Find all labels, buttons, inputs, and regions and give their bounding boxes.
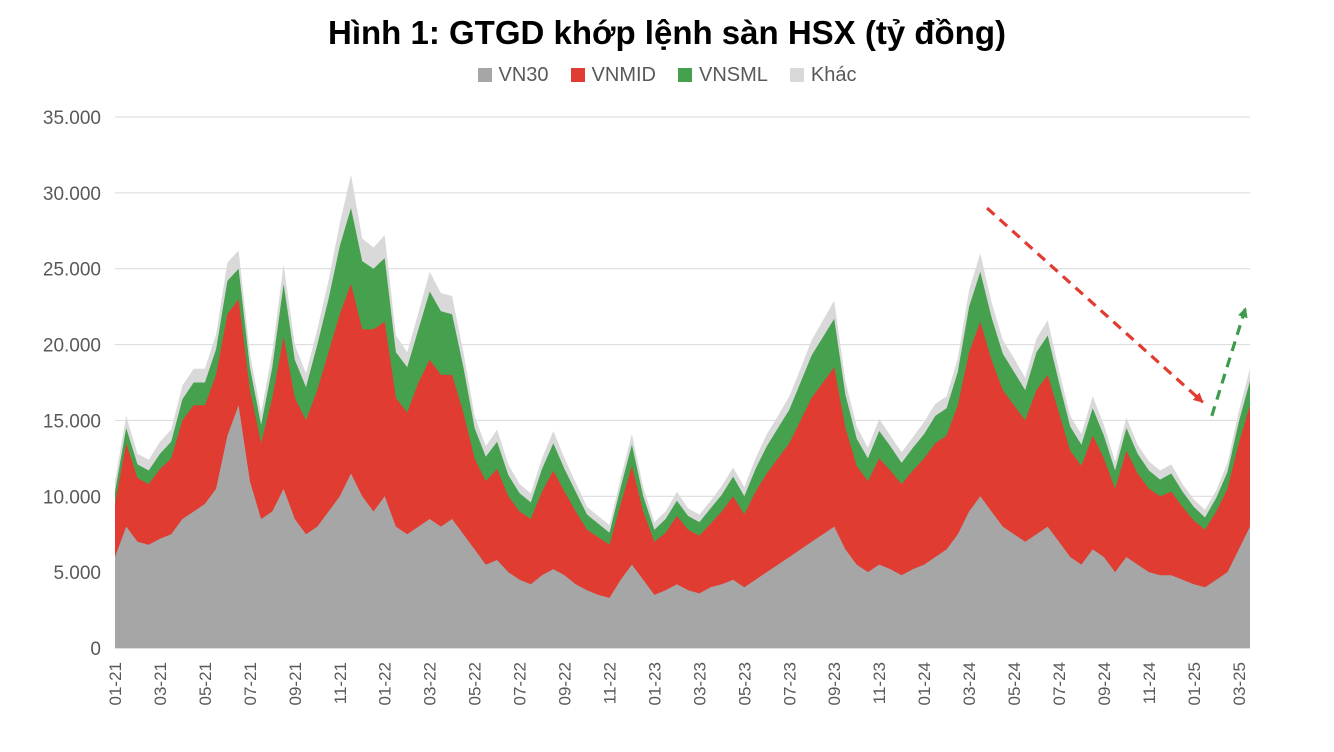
x-axis-tick-label: 11-23: [870, 662, 889, 704]
area-vn30: [115, 405, 1250, 648]
legend-item-vnmid[interactable]: VNMID: [570, 63, 656, 87]
x-axis-tick-label: 09-22: [556, 662, 575, 705]
x-axis-tick-label: 03-22: [421, 662, 440, 705]
x-axis-tick-label: 05-22: [466, 662, 485, 705]
legend-item-khác[interactable]: Khác: [789, 63, 857, 87]
x-axis-tick-label: 01-24: [915, 662, 934, 705]
legend-swatch-icon: [677, 68, 692, 82]
x-axis-tick-label: 05-23: [735, 662, 754, 705]
legend-label: Khác: [810, 63, 857, 86]
downtrend-arrow: [985, 206, 1204, 404]
x-axis-tick-label: 03-21: [151, 662, 170, 705]
legend-label: VNMID: [591, 63, 656, 86]
legend-label: VNSML: [698, 63, 768, 86]
legend-swatch-icon: [477, 68, 492, 82]
legend-item-vn30[interactable]: VN30: [477, 63, 549, 87]
x-axis-tick-label: 05-21: [196, 662, 215, 705]
x-axis-tick-label: 11-22: [600, 662, 619, 704]
x-axis-tick-label: 01-22: [376, 662, 395, 705]
y-axis-tick-label: 10.000: [43, 487, 101, 508]
x-axis-tick-label: 11-21: [331, 662, 350, 704]
x-axis-tick-label: 05-24: [1005, 662, 1024, 705]
chart-title: Hình 1: GTGD khớp lệnh sàn HSX (tỷ đồng): [328, 14, 1006, 51]
x-axis-tick-label: 01-25: [1185, 662, 1204, 705]
x-axis-tick-label: 07-22: [511, 662, 530, 705]
x-axis-tick-label: 07-23: [780, 662, 799, 705]
stacked-area-chart: 0 5.000 10.000 15.000 20.000 25.000 30.000 35.0…: [43, 108, 1250, 705]
uptrend-arrow: [1210, 307, 1248, 417]
y-axis-tick-label: 30.000: [43, 184, 101, 205]
x-axis-tick-label: 09-24: [1095, 662, 1114, 705]
y-axis-tick-label: 15.000: [43, 411, 101, 432]
x-axis-tick-label: 07-24: [1050, 662, 1069, 705]
legend-label: VN30: [498, 63, 549, 86]
x-axis-tick-label: 01-21: [106, 662, 125, 705]
x-axis-tick-label: 09-21: [286, 662, 305, 705]
y-axis-tick-label: 5.000: [53, 563, 101, 584]
chart-legend: VN30 VNMID VNSML Khác: [0, 60, 1334, 90]
legend-item-vnsml[interactable]: VNSML: [677, 63, 768, 87]
x-axis-tick-label: 11-24: [1140, 662, 1159, 704]
x-axis-tick-label: 07-21: [241, 662, 260, 705]
x-axis-tick-label: 03-23: [690, 662, 709, 705]
x-axis-tick-label: 09-23: [825, 662, 844, 705]
x-axis-tick-label: 01-23: [645, 662, 664, 705]
y-axis-tick-label: 35.000: [43, 108, 101, 129]
x-axis-tick-label: 03-24: [960, 662, 979, 705]
y-axis-tick-label: 20.000: [43, 336, 101, 357]
y-axis-tick-label: 0: [90, 639, 101, 660]
y-axis-tick-label: 25.000: [43, 260, 101, 281]
legend-swatch-icon: [570, 68, 585, 82]
legend-swatch-icon: [789, 68, 804, 82]
x-axis-tick-label: 03-25: [1230, 662, 1249, 705]
